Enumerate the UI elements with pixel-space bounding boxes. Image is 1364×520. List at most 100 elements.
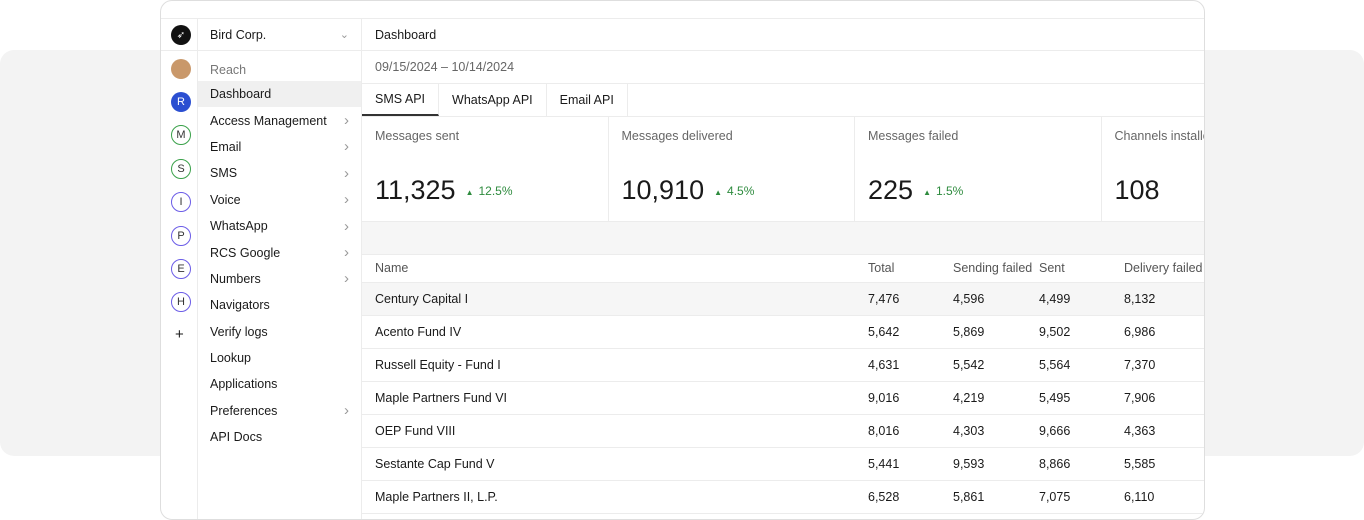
metric-change-value: 12.5% — [478, 183, 513, 198]
metric-card: Messages failed 225 ▲ 1.5% — [855, 117, 1102, 221]
sidebar-item-label: Access Management — [210, 113, 327, 128]
table-row[interactable]: Russell Equity - Fund I 4,631 5,542 5,564 7,… — [362, 348, 1204, 382]
row-value: 7,476 — [868, 282, 953, 316]
sidebar-item-label: Applications — [210, 377, 278, 392]
metric-value: 10,910 — [621, 175, 705, 205]
row-name: Maple Partners II, L.P. — [362, 480, 868, 514]
table-row[interactable]: Maple Partners Fund VI 9,016 4,219 5,495 7,9… — [362, 381, 1204, 415]
row-name: Acento Fund IV — [362, 315, 868, 349]
bird-logo-icon[interactable]: ➶ — [171, 25, 191, 45]
chevron-right-icon: › — [344, 164, 349, 182]
chevron-right-icon: › — [344, 244, 349, 262]
sidebar-item-label: Lookup — [210, 351, 252, 366]
add-workspace-button[interactable]: + — [175, 326, 184, 343]
workspace-avatar-r[interactable]: R — [171, 92, 191, 112]
row-value: 5,861 — [953, 480, 1039, 514]
table-row[interactable]: Sestante Cap Fund V 5,441 9,593 8,866 5,585 — [362, 447, 1204, 481]
metric-label: Messages delivered — [621, 129, 733, 143]
row-value: 5,441 — [868, 447, 953, 481]
sidebar-item-label: API Docs — [210, 430, 263, 445]
divider-band — [362, 222, 1204, 255]
sidebar-item-sms[interactable]: SMS › — [198, 160, 361, 186]
row-value: 9,666 — [1039, 414, 1124, 448]
tab-email-api[interactable]: Email API — [547, 84, 628, 116]
row-value: 7,906 — [1124, 381, 1204, 415]
metric-cards: Messages sent 11,325 ▲ 12.5% Messages delive… — [362, 117, 1204, 222]
table-row[interactable]: Maple Partners II, L.P. 6,528 5,861 7,075 6,… — [362, 480, 1204, 514]
metric-card: Messages delivered 10,910 ▲ 4.5% — [609, 117, 855, 221]
sidebar-item-verify-logs[interactable]: Verify logs — [198, 319, 361, 345]
sidebar-item-numbers[interactable]: Numbers › — [198, 266, 361, 292]
arrow-up-icon: ▲ — [465, 187, 474, 197]
sidebar-item-label: Email — [210, 139, 242, 154]
sidebar-item-label: Numbers — [210, 271, 261, 286]
row-value: 7,370 — [1124, 348, 1204, 382]
sidebar-item-applications[interactable]: Applications — [198, 371, 361, 397]
sidebar-item-whatsapp[interactable]: WhatsApp › — [198, 213, 361, 239]
metric-value-row: 225 ▲ 1.5% — [868, 175, 963, 206]
sidebar-item-dashboard[interactable]: Dashboard — [198, 81, 361, 108]
column-header[interactable]: Delivery failed — [1124, 255, 1204, 283]
chevron-right-icon: › — [344, 217, 349, 235]
sidebar-item-navigators[interactable]: Navigators — [198, 292, 361, 318]
metric-value: 108 — [1114, 175, 1160, 205]
row-name: OEP Fund VIII — [362, 414, 868, 448]
sidebar-item-label: Dashboard — [210, 87, 272, 102]
sidebar-section-label: Reach — [210, 63, 247, 77]
table-row[interactable]: OEP Fund VIII 8,016 4,303 9,666 4,363 — [362, 414, 1204, 448]
table-row[interactable]: Acento Fund IV 5,642 5,869 9,502 6,986 — [362, 315, 1204, 349]
chevron-right-icon: › — [344, 270, 349, 288]
workspace-avatar-p[interactable]: P — [171, 225, 191, 246]
sidebar-item-email[interactable]: Email › — [198, 134, 361, 160]
metric-label: Messages sent — [375, 129, 460, 143]
user-avatar[interactable] — [171, 59, 191, 79]
row-value: 5,869 — [953, 315, 1039, 349]
sidebar-item-label: SMS — [210, 166, 238, 181]
sidebar-item-api-docs[interactable]: API Docs — [198, 424, 361, 450]
column-header[interactable]: Name — [362, 255, 868, 283]
workspace-avatar-m[interactable]: M — [171, 125, 191, 146]
chevron-down-icon: ⌄ — [339, 29, 349, 41]
sidebar-item-preferences[interactable]: Preferences › — [198, 398, 361, 424]
metric-value-row: 10,910 ▲ 4.5% — [622, 175, 755, 206]
sidebar-item-label: Verify logs — [210, 324, 268, 339]
tab-whatsapp-api[interactable]: WhatsApp API — [439, 84, 547, 116]
row-value: 6,986 — [1124, 315, 1204, 349]
api-tabs: SMS API WhatsApp API Email API — [362, 84, 1204, 117]
metric-change-value: 1.5% — [935, 183, 964, 198]
tab-sms-api[interactable]: SMS API — [362, 84, 440, 116]
arrow-up-icon: ▲ — [923, 187, 931, 197]
org-switcher[interactable]: Bird Corp. ⌄ — [198, 19, 361, 51]
sidebar-item-voice[interactable]: Voice › — [198, 187, 361, 213]
row-value: 6,110 — [1124, 480, 1204, 514]
metric-value: 11,325 — [375, 175, 456, 205]
date-range-picker[interactable]: 09/15/2024 – 10/14/2024 — [375, 60, 515, 74]
row-value: 8,016 — [868, 414, 953, 448]
row-value: 4,219 — [953, 381, 1039, 415]
sidebar-item-rcs-google[interactable]: RCS Google › — [198, 239, 361, 265]
workspace-avatar-h[interactable]: H — [171, 292, 191, 313]
column-header[interactable]: Sending failed — [953, 255, 1039, 283]
sidebar-item-access-management[interactable]: Access Management › — [198, 107, 361, 133]
column-header[interactable]: Sent — [1039, 255, 1124, 283]
row-value: 5,542 — [953, 348, 1039, 382]
table-row[interactable]: Century Capital I 7,476 4,596 4,499 8,132 — [362, 282, 1204, 316]
chevron-right-icon: › — [344, 402, 349, 420]
sidebar-item-lookup[interactable]: Lookup — [198, 345, 361, 371]
row-name: Russell Equity - Fund I — [362, 348, 868, 382]
row-value: 9,593 — [953, 447, 1039, 481]
workspace-avatar-s[interactable]: S — [171, 158, 191, 179]
workspace-avatar-e[interactable]: E — [171, 259, 191, 279]
workspace-avatar-i[interactable]: I — [171, 192, 191, 213]
row-value: 5,495 — [1039, 381, 1124, 415]
row-value: 4,499 — [1039, 282, 1124, 316]
row-name: Maple Partners Fund VI — [362, 381, 868, 415]
row-value: 6,528 — [868, 480, 953, 514]
metric-label: Messages failed — [868, 129, 959, 143]
data-table: Name Total Sending failed Sent Delivery fail… — [362, 255, 1204, 514]
row-value: 9,502 — [1039, 315, 1124, 349]
row-name: Sestante Cap Fund V — [362, 447, 868, 481]
sidebar-item-label: WhatsApp — [210, 219, 268, 234]
column-header[interactable]: Total — [868, 255, 953, 283]
